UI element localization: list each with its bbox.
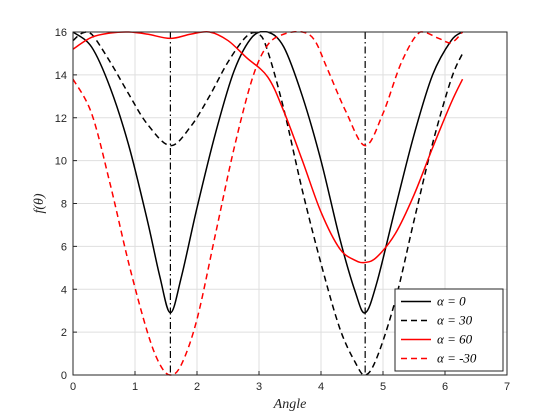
y-tick-label: 4 [61, 284, 67, 296]
x-tick-label: 3 [256, 381, 262, 393]
x-tick-label: 6 [442, 381, 448, 393]
x-tick-label: 1 [132, 381, 138, 393]
legend-box [394, 288, 504, 372]
y-tick-label: 10 [55, 156, 67, 168]
y-axis-label: f(θ) [32, 193, 47, 213]
legend: α = 0 α = 30 α = 60 α = -30 [394, 288, 504, 372]
x-tick-label: 7 [504, 381, 510, 393]
legend-entry-label: α = 60 [437, 332, 473, 347]
x-axis-label: Angle [273, 397, 307, 412]
y-tick-label: 12 [55, 113, 67, 125]
y-tick-label: 8 [61, 199, 67, 211]
y-tick-label: 16 [55, 27, 67, 39]
y-tick-label: 14 [55, 70, 67, 82]
y-tick-label: 2 [61, 327, 67, 339]
reference-lines [169, 32, 366, 375]
series-line-2 [73, 31, 464, 376]
x-tick-label: 2 [194, 381, 200, 393]
x-tick-label: 4 [318, 381, 324, 393]
legend-entry-label: α = 0 [437, 294, 466, 309]
x-tick-label: 5 [380, 381, 386, 393]
legend-entry-label: α = -30 [437, 351, 477, 366]
series-line-3 [73, 31, 464, 264]
x-tick-label: 0 [70, 381, 76, 393]
y-tick-label: 6 [61, 241, 67, 253]
y-tick-label: 0 [61, 370, 67, 382]
series-line-4 [73, 31, 464, 376]
legend-entry-label: α = 30 [437, 313, 473, 328]
